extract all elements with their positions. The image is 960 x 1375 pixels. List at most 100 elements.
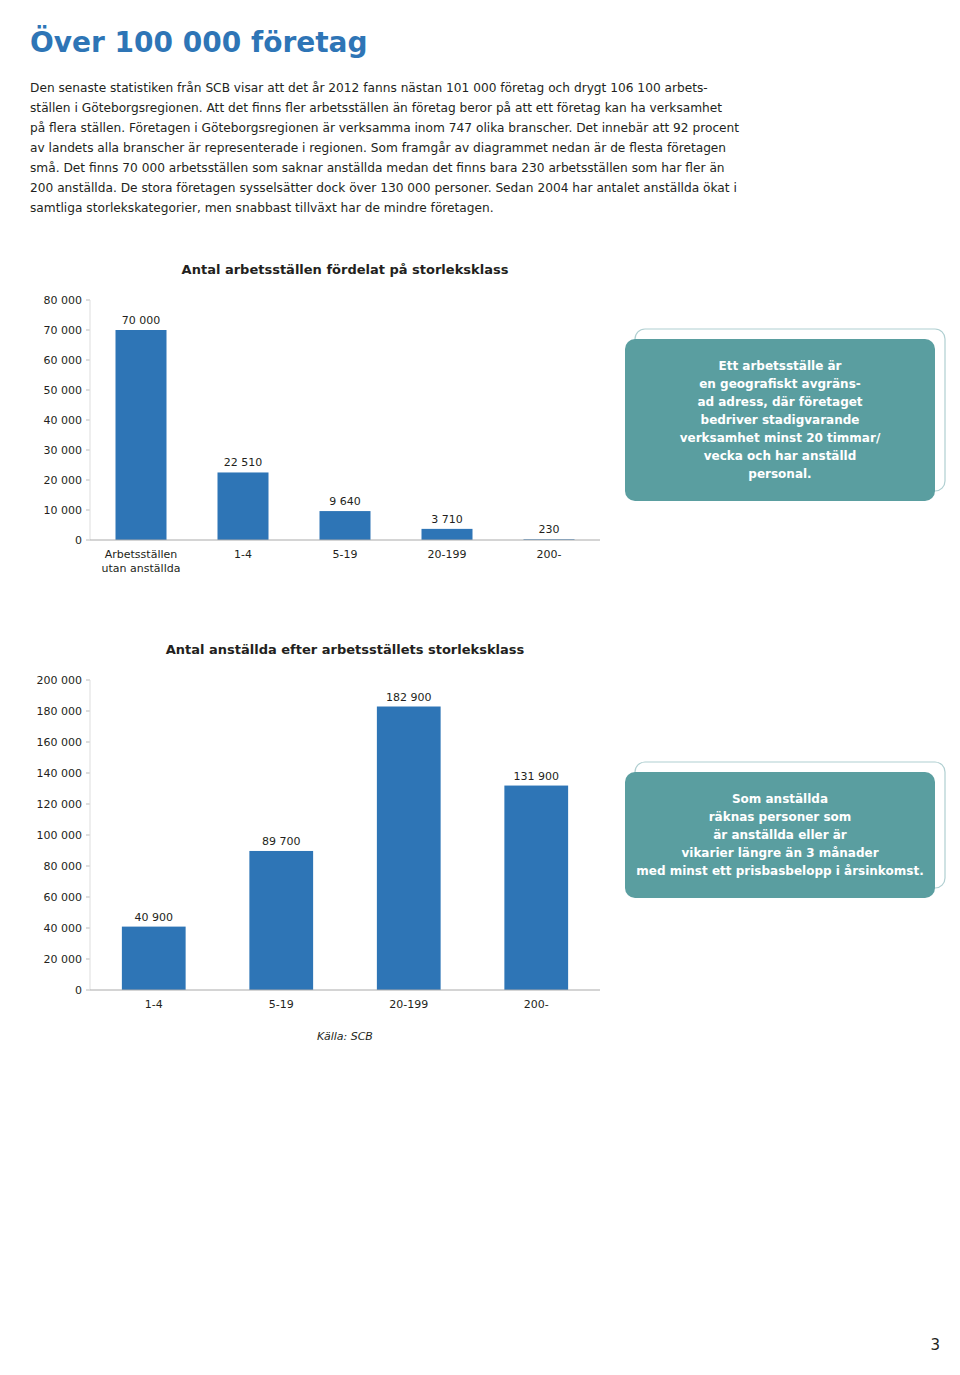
y-tick [86, 711, 90, 712]
callout-text: bedriver stadigvarande [701, 413, 860, 427]
x-axis [90, 990, 600, 991]
bar [504, 786, 568, 990]
y-tick-label: 10 000 [44, 504, 83, 517]
y-axis [90, 680, 91, 990]
y-tick-label: 20 000 [44, 474, 83, 487]
chart-title: Antal arbetsställen fördelat på storleks… [182, 262, 509, 277]
callout-text: är anställda eller är [713, 828, 847, 842]
y-tick [86, 300, 90, 301]
body-line: ställen i Göteborgsregionen. Att det fin… [30, 101, 722, 115]
y-tick-label: 160 000 [37, 736, 83, 749]
y-tick-label: 200 000 [37, 674, 83, 687]
x-tick-label: 5-19 [269, 998, 294, 1011]
data-label: 3 710 [431, 513, 463, 526]
y-tick-label: 180 000 [37, 705, 83, 718]
data-label: 9 640 [329, 495, 361, 508]
bar [320, 511, 371, 540]
y-tick-label: 60 000 [44, 891, 83, 904]
page: Över 100 000 företag Den senaste statisti… [0, 0, 960, 1375]
y-tick [86, 480, 90, 481]
y-tick-label: 20 000 [44, 953, 83, 966]
y-tick [86, 450, 90, 451]
bar [116, 330, 167, 540]
callout-text: vikarier längre än 3 månader [681, 846, 878, 860]
chart-title: Antal anställda efter arbetsställets sto… [166, 642, 525, 657]
y-tick [86, 742, 90, 743]
y-tick [86, 360, 90, 361]
chart: Antal anställda efter arbetsställets sto… [37, 642, 946, 1011]
y-tick [86, 390, 90, 391]
page-title: Över 100 000 företag [30, 25, 368, 59]
data-label: 89 700 [262, 835, 301, 848]
bars [122, 707, 568, 990]
y-tick [86, 990, 90, 991]
y-tick-label: 80 000 [44, 860, 83, 873]
x-tick-label: 1-4 [145, 998, 163, 1011]
y-tick-label: 40 000 [44, 414, 83, 427]
y-tick-label: 70 000 [44, 324, 83, 337]
callout-text: personal. [748, 467, 811, 481]
y-tick [86, 540, 90, 541]
y-tick [86, 866, 90, 867]
y-tick [86, 959, 90, 960]
bar [218, 472, 269, 540]
y-tick [86, 420, 90, 421]
x-tick-label: 20-199 [389, 998, 428, 1011]
y-tick [86, 330, 90, 331]
data-label: 131 900 [514, 770, 560, 783]
x-tick-label: 5-19 [333, 548, 358, 561]
background [0, 0, 960, 1375]
callout-text: räknas personer som [709, 810, 852, 824]
y-tick-label: 50 000 [44, 384, 83, 397]
body-line: på flera ställen. Företagen i Göteborgsr… [30, 121, 739, 135]
y-tick [86, 835, 90, 836]
bar [422, 529, 473, 540]
y-tick-label: 60 000 [44, 354, 83, 367]
x-tick-label: Arbetsställenutan anställda [102, 548, 181, 575]
data-label: 182 900 [386, 691, 432, 704]
callout-text: ad adress, där företaget [697, 395, 862, 409]
callout-box [625, 339, 935, 501]
y-tick [86, 510, 90, 511]
callout-box [625, 772, 935, 898]
callout-text: verksamhet minst 20 timmar/ [680, 431, 881, 445]
body-line: små. Det finns 70 000 arbetsställen som … [30, 161, 725, 175]
callout-text: en geografiskt avgräns- [699, 377, 861, 391]
data-label: 230 [539, 523, 560, 536]
page-number: 3 [930, 1336, 940, 1354]
y-tick-label: 120 000 [37, 798, 83, 811]
x-axis [90, 540, 600, 541]
body-line: samtliga storlekskategorier, men snabbas… [30, 201, 494, 215]
callout-text: Ett arbetsställe är [718, 359, 841, 373]
body-line: Den senaste statistiken från SCB visar a… [30, 81, 708, 95]
y-tick-label: 0 [75, 534, 82, 547]
source: Källa: SCB [317, 1030, 373, 1043]
y-tick-label: 40 000 [44, 922, 83, 935]
y-axis [90, 300, 91, 540]
bars [116, 330, 575, 540]
body-line: 200 anställda. De stora företagen syssel… [30, 181, 737, 195]
chart: Antal arbetsställen fördelat på storleks… [44, 262, 946, 575]
body-line: av landets alla branscher är representer… [30, 141, 726, 155]
y-tick [86, 897, 90, 898]
bar [377, 707, 441, 990]
callout-text: vecka och har anställd [704, 449, 857, 463]
data-label: 40 900 [135, 911, 174, 924]
x-tick-label: 20-199 [428, 548, 467, 561]
callout-text: med minst ett prisbasbelopp i årsinkomst… [636, 864, 923, 878]
x-tick-label: 200- [537, 548, 562, 561]
bar [249, 851, 313, 990]
x-tick-label: 1-4 [234, 548, 252, 561]
callout-text: Som anställda [732, 792, 828, 806]
x-tick-label: 200- [524, 998, 549, 1011]
data-label: 70 000 [122, 314, 161, 327]
y-tick-label: 30 000 [44, 444, 83, 457]
y-tick-label: 100 000 [37, 829, 83, 842]
y-tick [86, 804, 90, 805]
y-tick [86, 928, 90, 929]
y-tick-label: 80 000 [44, 294, 83, 307]
y-tick-label: 140 000 [37, 767, 83, 780]
data-label: 22 510 [224, 456, 263, 469]
y-tick-label: 0 [75, 984, 82, 997]
bar [122, 927, 186, 990]
